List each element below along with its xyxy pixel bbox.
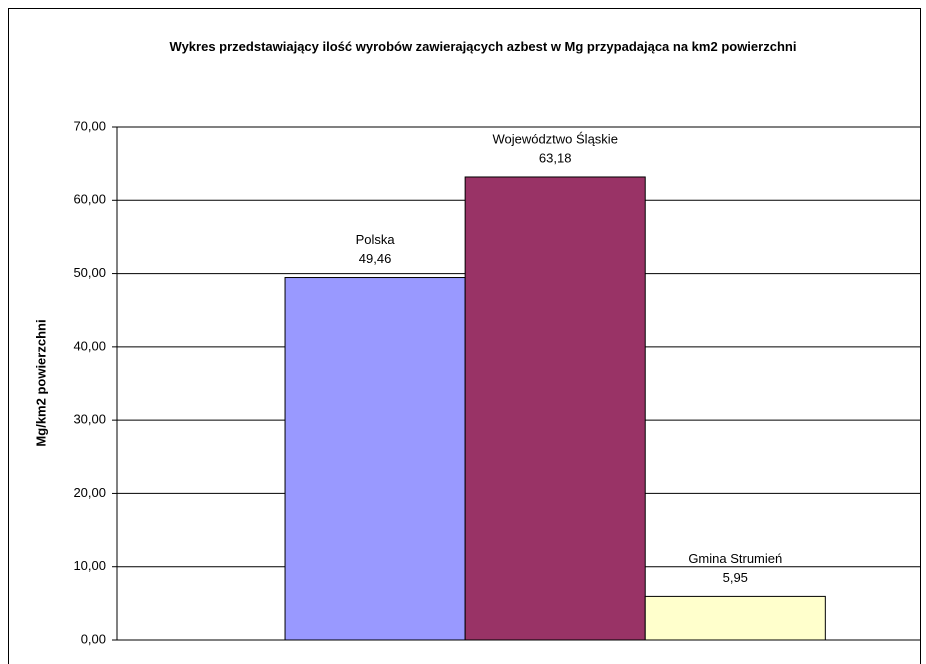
y-tick-label: 40,00 (73, 338, 106, 353)
data-label-name: Gmina Strumień (688, 551, 782, 566)
bar (464, 176, 646, 641)
y-tick-label: 20,00 (73, 485, 106, 500)
bar (284, 277, 466, 641)
y-tick-label: 60,00 (73, 192, 106, 207)
y-tick-label: 50,00 (73, 265, 106, 280)
chart-title: Wykres przedstawiający ilość wyrobów zaw… (169, 39, 797, 54)
y-tick-label: 30,00 (73, 412, 106, 427)
bar (644, 595, 826, 641)
y-tick-label: 10,00 (73, 558, 106, 573)
data-label-name: Polska (356, 232, 396, 247)
y-tick-label: 70,00 (73, 118, 106, 133)
data-label: 49,46 (359, 251, 392, 266)
y-axis-label: Mg/km2 powierzchni (33, 319, 48, 446)
data-label: 5,95 (723, 570, 748, 585)
data-label: 63,18 (539, 150, 572, 165)
data-label-name: Województwo Śląskie (492, 131, 617, 146)
y-tick-label: 0,00 (81, 631, 106, 646)
